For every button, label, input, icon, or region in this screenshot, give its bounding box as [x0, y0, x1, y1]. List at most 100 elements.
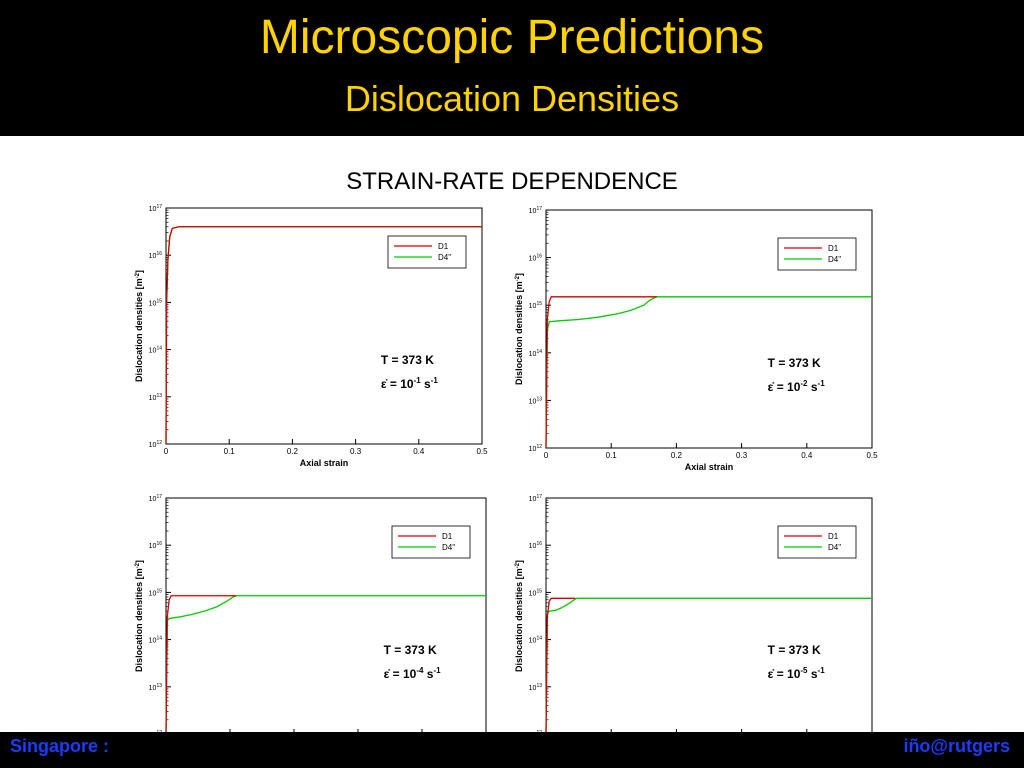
x-axis-label: Axial strain — [300, 458, 349, 468]
x-tick-label: 0.1 — [224, 447, 236, 456]
y-tick-exp: 13 — [536, 683, 542, 689]
annotation-rate-unit: s — [808, 380, 818, 394]
series-line-d1 — [165, 226, 482, 445]
legend-box — [387, 235, 467, 269]
legend-box — [391, 525, 471, 559]
y-tick-exp: 13 — [536, 396, 542, 402]
x-tick-label: 0.2 — [671, 451, 683, 460]
y-tick-label: 1012 — [149, 440, 163, 449]
y-tick-label: 1013 — [149, 683, 163, 692]
y-tick-label: 1016 — [529, 254, 543, 263]
annotation-rate-unit-exp: -1 — [431, 376, 439, 385]
chart-panel-1: 0 0.1 0.2 0.3 0.4 0.5 1012 1013 1014 1015 1016 1017… — [128, 196, 488, 476]
legend-label: D1 — [438, 242, 449, 251]
series-line-d1 — [165, 595, 237, 735]
annotation-rate-unit-exp: -1 — [818, 666, 826, 675]
y-axis-label: Dislocation densities [m-2] — [134, 560, 144, 672]
y-tick-exp: 15 — [156, 588, 162, 594]
x-tick-label: 0.5 — [866, 451, 878, 460]
y-tick-exp: 17 — [536, 494, 542, 500]
chart-svg: 00.10.20.30.40.5101210131014101510161017… — [514, 494, 878, 758]
legend-label: D1 — [442, 532, 453, 541]
x-tick-label: 0 — [164, 447, 169, 456]
legend-label: D4'' — [438, 253, 452, 262]
y-tick-exp: 16 — [156, 251, 162, 257]
y-tick-label: 1013 — [149, 393, 163, 402]
y-tick-exp: 17 — [156, 204, 162, 210]
y-tick-label: 1014 — [529, 349, 543, 358]
x-tick-label: 0.5 — [476, 447, 488, 456]
y-tick-exp: 14 — [536, 349, 542, 355]
y-tick-label: 1014 — [529, 636, 543, 645]
y-axis-label-exp: -2 — [515, 275, 521, 281]
y-tick-exp: 14 — [156, 346, 162, 352]
x-tick-label: 0 — [544, 451, 549, 460]
x-axis-label: Axial strain — [685, 462, 734, 472]
y-tick-label: 1017 — [149, 204, 163, 213]
y-tick-label: 1016 — [529, 541, 543, 550]
x-tick-label: 0.4 — [413, 447, 425, 456]
y-tick-exp: 17 — [536, 206, 542, 212]
y-tick-label: 1013 — [529, 396, 543, 405]
series-line-d1 — [545, 597, 576, 735]
legend-label: D1 — [828, 244, 839, 253]
y-tick-label: 1017 — [529, 494, 543, 503]
y-tick-exp: 17 — [156, 494, 162, 500]
y-tick-exp: 14 — [536, 636, 542, 642]
section-heading: STRAIN-RATE DEPENDENCE — [346, 168, 678, 195]
title-banner: Microscopic Predictions Dislocation Dens… — [0, 0, 1024, 136]
chart-panel-2: 0 0.1 0.2 0.3 0.4 0.5 1012 1013 1014 1015 1016 1017… — [508, 198, 878, 480]
annotation-rate-exp: -5 — [800, 666, 808, 675]
chart-panel-4: 00.10.20.30.40.5101210131014101510161017… — [508, 486, 878, 766]
y-tick-label: 1017 — [529, 206, 543, 215]
slide-subtitle: Dislocation Densities — [344, 78, 680, 119]
annotation-rate-unit: s — [423, 667, 433, 681]
annotation-temperature: T = 373 K — [384, 643, 437, 657]
y-tick-exp: 13 — [156, 683, 162, 689]
slide-footer: Singapore : iño@rutgers — [0, 732, 1024, 768]
y-tick-label: 1015 — [529, 301, 543, 310]
y-tick-exp: 13 — [156, 393, 162, 399]
annotation-rate-unit-exp: -1 — [433, 666, 441, 675]
y-axis-label: Dislocation densities [m-2] — [514, 560, 524, 672]
y-tick-exp: 16 — [536, 254, 542, 260]
annotation-rate-exp: -4 — [416, 666, 424, 675]
y-tick-label: 1017 — [149, 494, 163, 503]
y-axis-label: Dislocation densities [m-2] — [134, 270, 144, 382]
y-tick-exp: 15 — [536, 588, 542, 594]
y-axis-label: Dislocation densities [m-2] — [514, 273, 524, 385]
x-tick-label: 0.1 — [606, 451, 618, 460]
y-tick-exp: 12 — [156, 440, 162, 446]
annotation-temperature: T = 373 K — [768, 356, 821, 370]
legend-box — [777, 237, 857, 271]
y-tick-exp: 16 — [536, 541, 542, 547]
y-tick-label: 1014 — [149, 636, 163, 645]
annotation-rate-unit-exp: -1 — [818, 379, 826, 388]
y-axis-label-end: ] — [134, 270, 144, 273]
series-line-d4 — [165, 595, 486, 735]
annotation-strain-rate: ε̇ = 10-5 s-1 — [768, 666, 826, 681]
y-axis-label-end: ] — [134, 560, 144, 563]
annotation-temperature: T = 373 K — [768, 643, 821, 657]
annotation-temperature: T = 373 K — [381, 353, 434, 367]
legend-label: D1 — [828, 532, 839, 541]
annotation-strain-rate: ε̇ = 10-2 s-1 — [768, 379, 826, 394]
legend-label: D4'' — [442, 543, 456, 552]
x-tick-label: 0.3 — [350, 447, 362, 456]
y-tick-exp: 15 — [156, 298, 162, 304]
series-line-d4 — [545, 296, 872, 449]
y-tick-label: 1016 — [149, 251, 163, 260]
y-tick-label: 1016 — [149, 541, 163, 550]
footer-right-text: iño@rutgers — [903, 736, 1010, 756]
chart-panel-3: 00.10.20.30.40.5101210131014101510161017… — [128, 486, 492, 766]
x-tick-label: 0.2 — [287, 447, 299, 456]
y-tick-exp: 15 — [536, 301, 542, 307]
annotation-rate-unit: s — [421, 377, 431, 391]
y-tick-label: 1015 — [529, 588, 543, 597]
y-tick-label: 1015 — [149, 298, 163, 307]
annotation-rate-exp: -1 — [414, 376, 422, 385]
y-tick-label: 1014 — [149, 346, 163, 355]
y-tick-exp: 16 — [156, 541, 162, 547]
footer-left-text: Singapore : — [10, 736, 110, 756]
